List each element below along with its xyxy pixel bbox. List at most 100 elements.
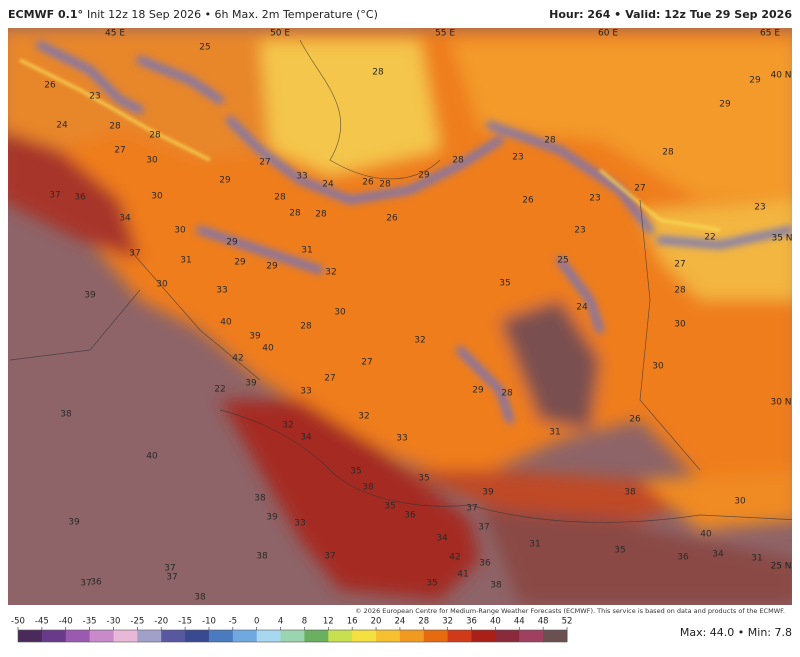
temperature-label: 31 — [180, 256, 191, 266]
temperature-label: 29 — [234, 258, 246, 268]
temperature-label: 31 — [301, 246, 312, 256]
temperature-label: 39 — [84, 291, 96, 301]
coordinate-label: 60 E — [598, 29, 618, 39]
temperature-label: 36 — [90, 578, 102, 588]
max-min: Max: 44.0 • Min: 7.8 — [680, 626, 792, 639]
temperature-label: 28 — [501, 389, 513, 399]
temperature-label: 23 — [89, 92, 100, 102]
colorbar-tick-label: 0 — [254, 617, 259, 627]
temperature-label: 39 — [482, 488, 494, 498]
temperature-label: 26 — [522, 196, 534, 206]
colorbar-segment — [280, 630, 305, 642]
temperature-label: 30 — [734, 497, 746, 507]
temperature-label: 39 — [68, 518, 80, 528]
colorbar-tick-label: 24 — [394, 617, 405, 627]
colorbar-tick-label: 28 — [418, 617, 429, 627]
colorbar-segment — [352, 630, 377, 642]
temperature-label: 22 — [214, 385, 225, 395]
temperature-label: 25 — [199, 43, 210, 53]
temperature-label: 28 — [662, 148, 674, 158]
temperature-label: 36 — [74, 193, 86, 203]
colorbar-tick-label: 44 — [514, 617, 525, 627]
temperature-label: 28 — [149, 131, 161, 141]
temperature-label: 28 — [379, 180, 391, 190]
temperature-label: 31 — [549, 428, 560, 438]
colorbar-tick-label: -35 — [83, 617, 97, 627]
temperature-label: 28 — [300, 322, 312, 332]
temperature-label: 40 — [146, 452, 158, 462]
temperature-label: 39 — [249, 332, 261, 342]
colorbar-tick-label: -15 — [178, 617, 192, 627]
temperature-label: 31 — [529, 540, 540, 550]
temperature-label: 30 — [334, 308, 346, 318]
colorbar-tick-label: 40 — [490, 617, 501, 627]
title: Init 12z 18 Sep 2026 • 6h Max. 2m Temper… — [87, 8, 378, 21]
colorbar-frame — [17, 629, 568, 643]
coordinate-label: 45 E — [105, 29, 125, 39]
valid-time: Hour: 264 • Valid: 12z Tue 29 Sep 2026 — [549, 8, 792, 21]
temperature-label: 29 — [749, 76, 761, 86]
colorbar-segment — [113, 630, 138, 642]
colorbar-segment — [41, 630, 67, 642]
temperature-label: 32 — [358, 412, 369, 422]
temperature-label: 29 — [266, 262, 278, 272]
colorbar-segment — [376, 630, 401, 642]
temperature-label: 28 — [315, 210, 327, 220]
temperature-label: 23 — [754, 203, 765, 213]
colorbar-segment — [304, 630, 329, 642]
temperature-label: 32 — [282, 421, 293, 431]
temperature-label: 29 — [719, 100, 731, 110]
hour: Hour: 264 • — [549, 8, 621, 21]
colorbar-segment — [519, 630, 544, 642]
temperature-label: 35 — [350, 467, 361, 477]
valid: Valid: 12z Tue 29 Sep 2026 — [625, 8, 792, 21]
temperature-label: 40 — [220, 318, 232, 328]
colorbar-segment — [256, 630, 282, 642]
colorbar-segment — [65, 630, 91, 642]
colorbar-segment — [447, 630, 473, 642]
temperature-label: 37 — [324, 552, 335, 562]
temperature-label: 40 — [262, 344, 274, 354]
temperature-label: 30 — [146, 156, 158, 166]
temperature-label: 29 — [418, 171, 430, 181]
temperature-label: 28 — [452, 156, 464, 166]
colorbar-tick-label: 4 — [278, 617, 283, 627]
temperature-label: 28 — [674, 286, 686, 296]
temperature-label: 30 — [156, 280, 168, 290]
coordinate-label: 65 E — [760, 29, 780, 39]
colorbar-tick-label: 16 — [347, 617, 358, 627]
colorbar-segment — [423, 630, 449, 642]
temperature-label: 37 — [478, 523, 489, 533]
temperature-label: 37 — [466, 504, 477, 514]
temperature-label: 32 — [414, 336, 425, 346]
temperature-label: 23 — [589, 194, 600, 204]
temperature-label: 38 — [490, 581, 502, 591]
colorbar-segment — [208, 630, 234, 642]
temperature-label: 27 — [674, 260, 685, 270]
temperature-label: 30 — [674, 320, 686, 330]
temperature-label: 40 — [700, 530, 712, 540]
coordinate-label: 30 N — [770, 398, 791, 408]
temperature-label: 32 — [325, 268, 336, 278]
temperature-label: 38 — [60, 410, 72, 420]
temperature-label: 29 — [226, 238, 238, 248]
temperature-label: 33 — [300, 387, 311, 397]
colorbar-segment — [89, 630, 114, 642]
temperature-label: 35 — [384, 502, 395, 512]
temperature-label: 28 — [372, 68, 384, 78]
colorbar-segment — [232, 630, 258, 642]
temperature-label: 34 — [436, 534, 448, 544]
colorbar-segment — [137, 630, 162, 642]
colorbar-tick-label: -5 — [229, 617, 237, 627]
temperature-label: 23 — [512, 153, 523, 163]
temperature-label: 42 — [449, 553, 460, 563]
colorbar-segment — [471, 630, 496, 642]
temperature-label: 24 — [56, 121, 68, 131]
model-name: ECMWF 0.1° — [8, 8, 83, 21]
temperature-label: 36 — [479, 559, 491, 569]
temperature-label: 37 — [166, 573, 177, 583]
colorbar-segment — [399, 630, 425, 642]
temperature-label: 28 — [544, 136, 556, 146]
temperature-label: 35 — [499, 279, 510, 289]
